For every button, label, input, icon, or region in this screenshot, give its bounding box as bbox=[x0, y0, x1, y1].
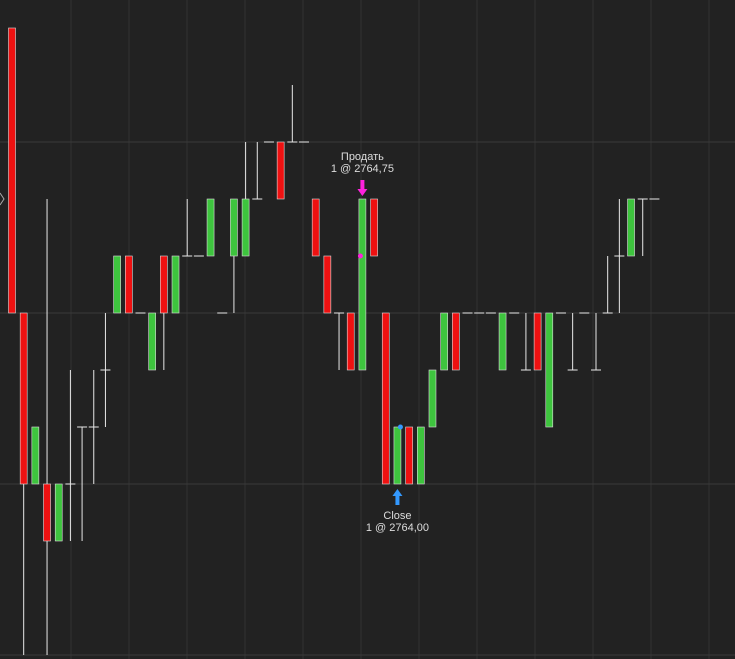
candle-body bbox=[276, 141, 285, 200]
doji-body bbox=[485, 312, 496, 314]
fill-dot bbox=[397, 424, 403, 430]
doji-body bbox=[182, 255, 193, 257]
doji-body bbox=[287, 141, 298, 143]
candle-body bbox=[416, 426, 425, 485]
candle-body bbox=[627, 198, 635, 257]
annotation-text: 1 @ 2764,75 bbox=[331, 163, 394, 175]
annotation-text: 1 @ 2764,00 bbox=[366, 522, 429, 534]
doji-body bbox=[299, 141, 309, 143]
candle-body bbox=[440, 312, 448, 371]
scroll-marker bbox=[0, 192, 5, 206]
candle-body bbox=[31, 426, 40, 485]
doji-body bbox=[100, 369, 111, 371]
doji-body bbox=[591, 369, 601, 371]
doji-body bbox=[193, 255, 204, 257]
doji-body bbox=[135, 312, 146, 314]
candle-body bbox=[370, 198, 378, 257]
candle-body bbox=[160, 255, 168, 314]
candle-body bbox=[405, 426, 413, 485]
candle-body bbox=[171, 255, 180, 314]
doji-body bbox=[602, 312, 613, 314]
candle-body bbox=[545, 312, 554, 428]
doji-body bbox=[474, 312, 485, 314]
doji-body bbox=[462, 312, 473, 314]
candle-body bbox=[113, 255, 121, 314]
candle-body bbox=[533, 312, 542, 371]
candle-body bbox=[381, 312, 390, 485]
candle-body bbox=[43, 483, 51, 542]
doji-body bbox=[217, 312, 228, 314]
doji-body bbox=[88, 426, 99, 428]
doji-body bbox=[77, 426, 88, 428]
candle-body bbox=[148, 312, 156, 371]
sell-arrow bbox=[357, 180, 368, 196]
candle-body bbox=[393, 426, 402, 485]
doji-body bbox=[65, 483, 76, 485]
doji-body bbox=[579, 312, 590, 314]
doji-body bbox=[263, 141, 274, 143]
candle-body bbox=[125, 255, 133, 314]
candle-body bbox=[230, 198, 238, 257]
vertical-grid bbox=[70, 0, 710, 659]
doji-body bbox=[649, 198, 660, 200]
fill-dot bbox=[357, 253, 363, 259]
candle-body bbox=[428, 369, 437, 428]
candle-body bbox=[241, 198, 250, 257]
doji-body bbox=[509, 312, 520, 314]
doji-body bbox=[334, 312, 345, 314]
candle-body bbox=[54, 483, 63, 542]
doji-body bbox=[555, 312, 566, 314]
candle-body bbox=[498, 312, 507, 371]
candle-body bbox=[452, 312, 460, 371]
doji-body bbox=[614, 255, 625, 257]
candle-body bbox=[346, 312, 355, 371]
doji-body bbox=[252, 198, 263, 200]
doji-body bbox=[520, 369, 531, 371]
candle-body bbox=[19, 312, 28, 485]
candle-body bbox=[358, 198, 367, 371]
doji-body bbox=[567, 369, 578, 371]
candle-body bbox=[323, 255, 332, 314]
candle-body bbox=[311, 198, 320, 257]
annotation-title: Close bbox=[383, 510, 411, 522]
doji-body bbox=[637, 198, 648, 200]
candle-body bbox=[8, 27, 16, 314]
buy-arrow bbox=[392, 489, 403, 505]
annotation-title: Продать bbox=[341, 151, 384, 163]
candle-body bbox=[206, 198, 215, 257]
